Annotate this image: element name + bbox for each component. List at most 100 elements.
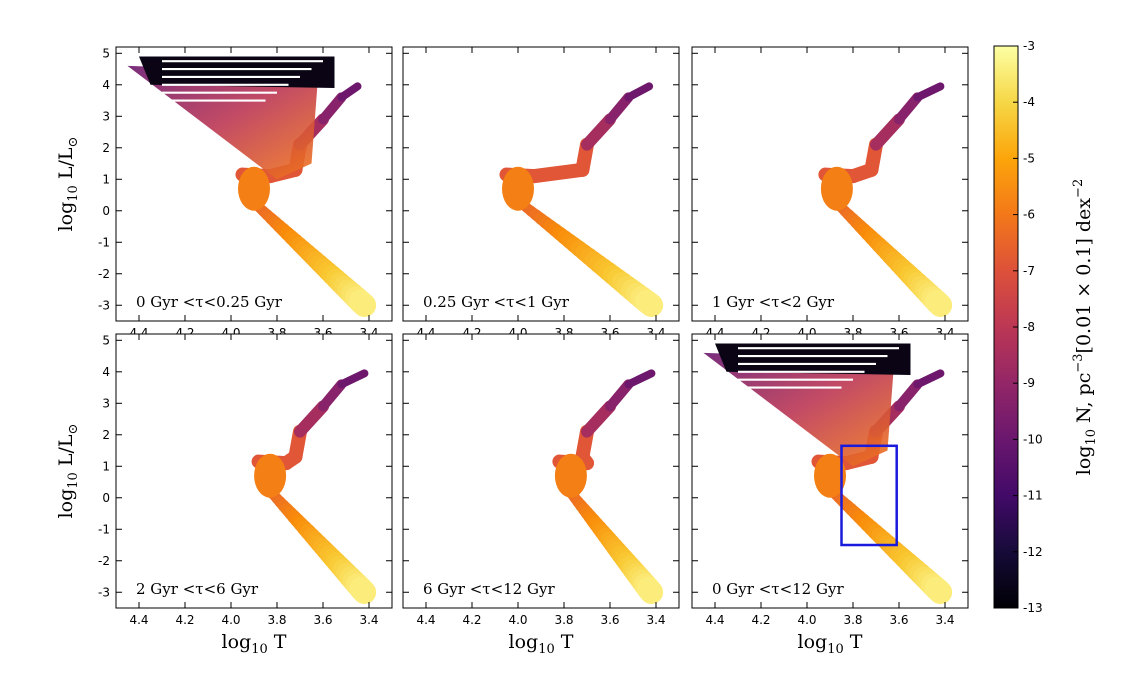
x-tick-label: 3.6 [889, 613, 908, 627]
upper-ms-region [127, 65, 319, 180]
panel-age-label: 0 Gyr <τ<0.25 Gyr [136, 293, 283, 311]
x-axis-label: log10 T [798, 631, 863, 657]
colorbar-tick-label: -5 [1023, 151, 1035, 165]
rgb-bin [318, 379, 347, 412]
x-tick-label: 3.6 [313, 613, 332, 627]
rgb-bin [913, 82, 945, 102]
x-tick-label: 4.0 [797, 613, 816, 627]
supergiant-region [715, 343, 911, 375]
y-tick-label: -1 [98, 522, 110, 536]
ms-bin [636, 576, 664, 604]
y-tick-label: -3 [98, 585, 110, 599]
colorbar-tick-label: -12 [1023, 545, 1043, 559]
x-tick-label: 3.4 [359, 613, 378, 627]
colorbar-label: log10 N, pc−3[0.01 × 0.1] dex−2 [1071, 179, 1099, 475]
y-tick-label: -1 [98, 235, 110, 249]
y-tick-label: 3 [102, 396, 110, 410]
turnoff-bin [502, 166, 534, 211]
density-layer [552, 369, 664, 604]
colorbar-tick-label: -13 [1023, 601, 1043, 615]
rgb-bin [605, 92, 634, 125]
supergiant-region [139, 56, 335, 88]
y-tick-label: 0 [102, 204, 110, 218]
x-axis-label: log10 T [509, 631, 574, 657]
y-tick-label: -2 [98, 554, 110, 568]
panel-6: 4.4 4.2 4.0 3.8 3.6 3.4 log10 T 0 Gyr <τ<12 Gyr [691, 333, 969, 657]
colorbar-label-sub: 10 [1084, 429, 1099, 446]
x-tick-label: 4.0 [508, 613, 527, 627]
rgb-bin [894, 92, 923, 125]
y-tick-label: 3 [102, 109, 110, 123]
colorbar-tick-label: -7 [1023, 264, 1035, 278]
axes-frame [691, 333, 969, 609]
density-layer [251, 369, 377, 604]
density-layer [818, 82, 953, 317]
y-axis-label: log10 L/L⊙ [55, 424, 81, 519]
panel-4: 4.4 4.2 4.0 3.8 3.6 3.4 5 4 3 2 1 0 -1 -2 -3 log10 T log… [55, 333, 393, 657]
x-tick-label: 4.4 [705, 613, 724, 627]
rgb-bin [894, 379, 923, 412]
upper-ms-region [703, 352, 895, 467]
density-layer [703, 343, 953, 604]
colorbar-ticks: -3 -4 -5 -6 -7 -8 -9 -10 -11 -12 -13 [1013, 39, 1043, 615]
rgb-bin [337, 369, 369, 389]
colorbar-tick-label: -3 [1023, 39, 1035, 53]
axes-frame [402, 333, 680, 609]
turnoff-bin [820, 166, 853, 211]
x-tick-label: 4.2 [751, 613, 770, 627]
colorbar-label-part-3: [0.01 × 0.1] dex [1073, 198, 1095, 354]
rgb-bin [605, 379, 634, 412]
x-tick-label: 4.4 [416, 613, 435, 627]
colorbar-tick-label: -11 [1023, 489, 1043, 503]
ms-bin [924, 576, 953, 604]
x-tick-label: 4.0 [221, 613, 240, 627]
y-tick-label: 4 [102, 365, 110, 379]
panel-age-label: 2 Gyr <τ<6 Gyr [136, 580, 259, 598]
density-layer [499, 82, 664, 317]
axes-frame [115, 46, 393, 322]
turnoff-bin [254, 453, 287, 498]
axes-frame [115, 333, 393, 609]
x-tick-label: 3.4 [935, 613, 954, 627]
y-tick-label: -2 [98, 267, 110, 281]
y-tick-label: -3 [98, 298, 110, 312]
x-tick-label: 4.2 [462, 613, 481, 627]
rgb-bin [318, 92, 347, 125]
x-tick-label: 4.2 [175, 613, 194, 627]
turnoff-bin [554, 453, 587, 498]
rgb-bin [581, 400, 616, 438]
panel-2: 4.4 4.2 4.0 3.8 3.6 3.40.25 Gyr <τ<1 Gyr [402, 46, 680, 340]
x-axis-label: log10 T [222, 631, 287, 657]
x-tick-label: 3.8 [267, 613, 286, 627]
ms-bin [349, 576, 377, 604]
panel-age-label: 1 Gyr <τ<2 Gyr [712, 293, 835, 311]
rgb-bin [624, 369, 656, 389]
axes-frame [691, 46, 969, 322]
y-axis-label: log10 L/L⊙ [55, 137, 81, 232]
x-tick-label: 3.4 [646, 613, 665, 627]
colorbar-label-sup-2: −2 [1071, 179, 1086, 198]
turnoff-bin [238, 166, 270, 211]
colorbar-tick-label: -9 [1023, 376, 1035, 390]
colorbar-label-part-1: log [1073, 446, 1095, 476]
x-tick-label: 3.8 [554, 613, 573, 627]
turnoff-bin [814, 453, 846, 498]
panel-5: 4.4 4.2 4.0 3.8 3.6 3.4 log10 T 6 Gyr <τ<12 Gyr [402, 333, 680, 657]
y-tick-label: 2 [102, 428, 110, 442]
rgb-bin [294, 400, 329, 438]
colorbar-tick-label: -6 [1023, 208, 1035, 222]
density-layer [127, 56, 377, 317]
ms-bin [348, 289, 377, 317]
colorbar-tick-label: -8 [1023, 320, 1035, 334]
panel-3: 4.4 4.2 4.0 3.8 3.6 3.41 Gyr <τ<2 Gyr [691, 46, 969, 340]
panel-age-label: 0.25 Gyr <τ<1 Gyr [423, 293, 570, 311]
x-tick-label: 4.4 [129, 613, 148, 627]
ms-bin [924, 289, 953, 317]
colorbar: -3 -4 -5 -6 -7 -8 -9 -10 -11 -12 -13 log10 N, pc−3… [993, 39, 1099, 615]
rgb-bin [581, 113, 616, 151]
colorbar-label-sup-1: −3 [1071, 353, 1086, 372]
rgb-bin [624, 82, 654, 102]
axes-frame [402, 46, 680, 322]
